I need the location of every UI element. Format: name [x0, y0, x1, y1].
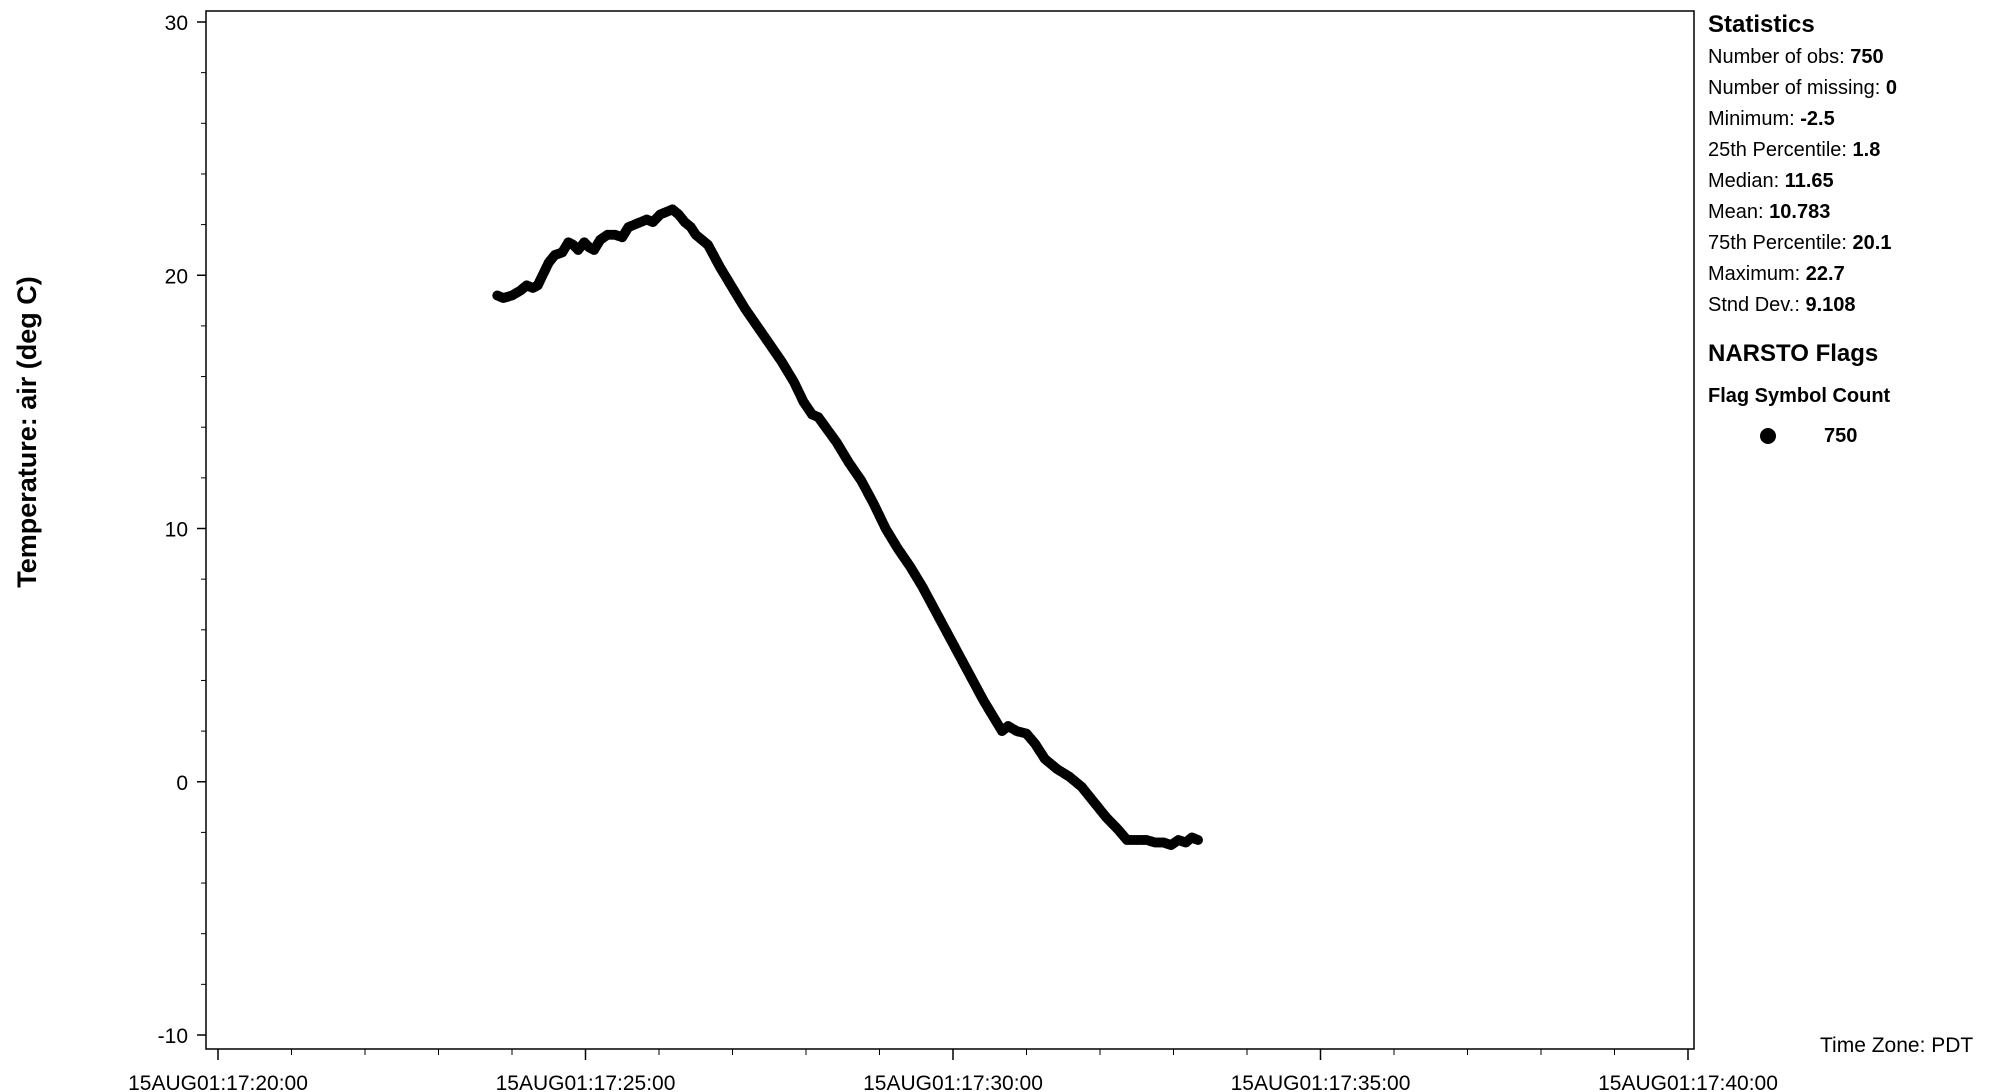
flags-title: NARSTO Flags: [1708, 340, 1879, 367]
stat-value: 750: [1850, 46, 1884, 68]
stat-label: 75th Percentile:: [1708, 232, 1853, 254]
x-axis: 15AUG01:17:20:00 15AUG01:17:25:00 15AUG01:…: [128, 1049, 1778, 1092]
y-tick-label: 30: [165, 12, 188, 35]
x-tick-label: 15AUG01:17:35:00: [1231, 1072, 1411, 1092]
stat-row: Number of obs: 750: [1708, 42, 1988, 73]
timezone-label: Time Zone: PDT: [1820, 1034, 1974, 1057]
stat-label: Number of missing:: [1708, 77, 1886, 99]
stat-value: 0: [1885, 77, 1897, 99]
stat-label: Stnd Dev.:: [1708, 294, 1806, 316]
stat-value: 11.65: [1784, 170, 1834, 192]
flag-row: 750: [1708, 421, 1988, 451]
statistics-title: Statistics: [1708, 11, 1815, 38]
stat-value: 22.7: [1805, 263, 1845, 285]
flags-subtitle: Flag Symbol Count: [1708, 385, 1891, 407]
x-tick-label: 15AUG01:17:20:00: [128, 1072, 308, 1092]
stat-row: 75th Percentile: 20.1: [1708, 228, 1988, 259]
stat-value: 9.108: [1805, 294, 1856, 316]
filled-circle-icon: [1760, 428, 1776, 444]
stat-row: Minimum: -2.5: [1708, 104, 1988, 135]
stat-row: Number of missing: 0: [1708, 73, 1988, 104]
stat-label: 25th Percentile:: [1708, 139, 1853, 161]
y-tick-label: -10: [158, 1025, 188, 1048]
y-axis-label: Temperature: air (deg C): [12, 276, 42, 588]
stat-value: 10.783: [1769, 201, 1831, 223]
x-tick-label: 15AUG01:17:25:00: [496, 1072, 676, 1092]
stat-value: 20.1: [1852, 232, 1892, 254]
data-point: [1193, 834, 1203, 845]
stat-value: -2.5: [1800, 108, 1835, 130]
y-tick-label: 20: [165, 265, 188, 288]
x-tick-label: 15AUG01:17:40:00: [1598, 1072, 1778, 1092]
stat-row: Mean: 10.783: [1708, 197, 1988, 228]
stat-label: Number of obs:: [1708, 46, 1851, 68]
stat-label: Mean:: [1708, 201, 1770, 223]
stat-label: Median:: [1708, 170, 1785, 192]
stat-label: Maximum:: [1708, 263, 1806, 285]
plot-frame: [205, 10, 1695, 1050]
stat-row: Stnd Dev.: 9.108: [1708, 290, 1988, 321]
stat-label: Minimum:: [1708, 108, 1801, 130]
x-tick-label: 15AUG01:17:30:00: [863, 1072, 1043, 1092]
flag-count: 750: [1824, 424, 1858, 447]
flags-list: 750: [1708, 421, 1988, 451]
stat-row: 25th Percentile: 1.8: [1708, 135, 1988, 166]
y-tick-label: 0: [176, 772, 188, 795]
data-series: [492, 204, 1203, 851]
y-axis: -10 0 10 20 30: [158, 12, 206, 1048]
statistics-list: Number of obs: 750 Number of missing: 0 Mi…: [1708, 42, 1988, 321]
statistics-panel: Statistics Number of obs: 750 Number of m…: [1708, 8, 1988, 451]
stat-row: Median: 11.65: [1708, 166, 1988, 197]
y-tick-label: 10: [165, 519, 188, 542]
stat-value: 1.8: [1852, 139, 1881, 161]
stat-row: Maximum: 22.7: [1708, 259, 1988, 290]
